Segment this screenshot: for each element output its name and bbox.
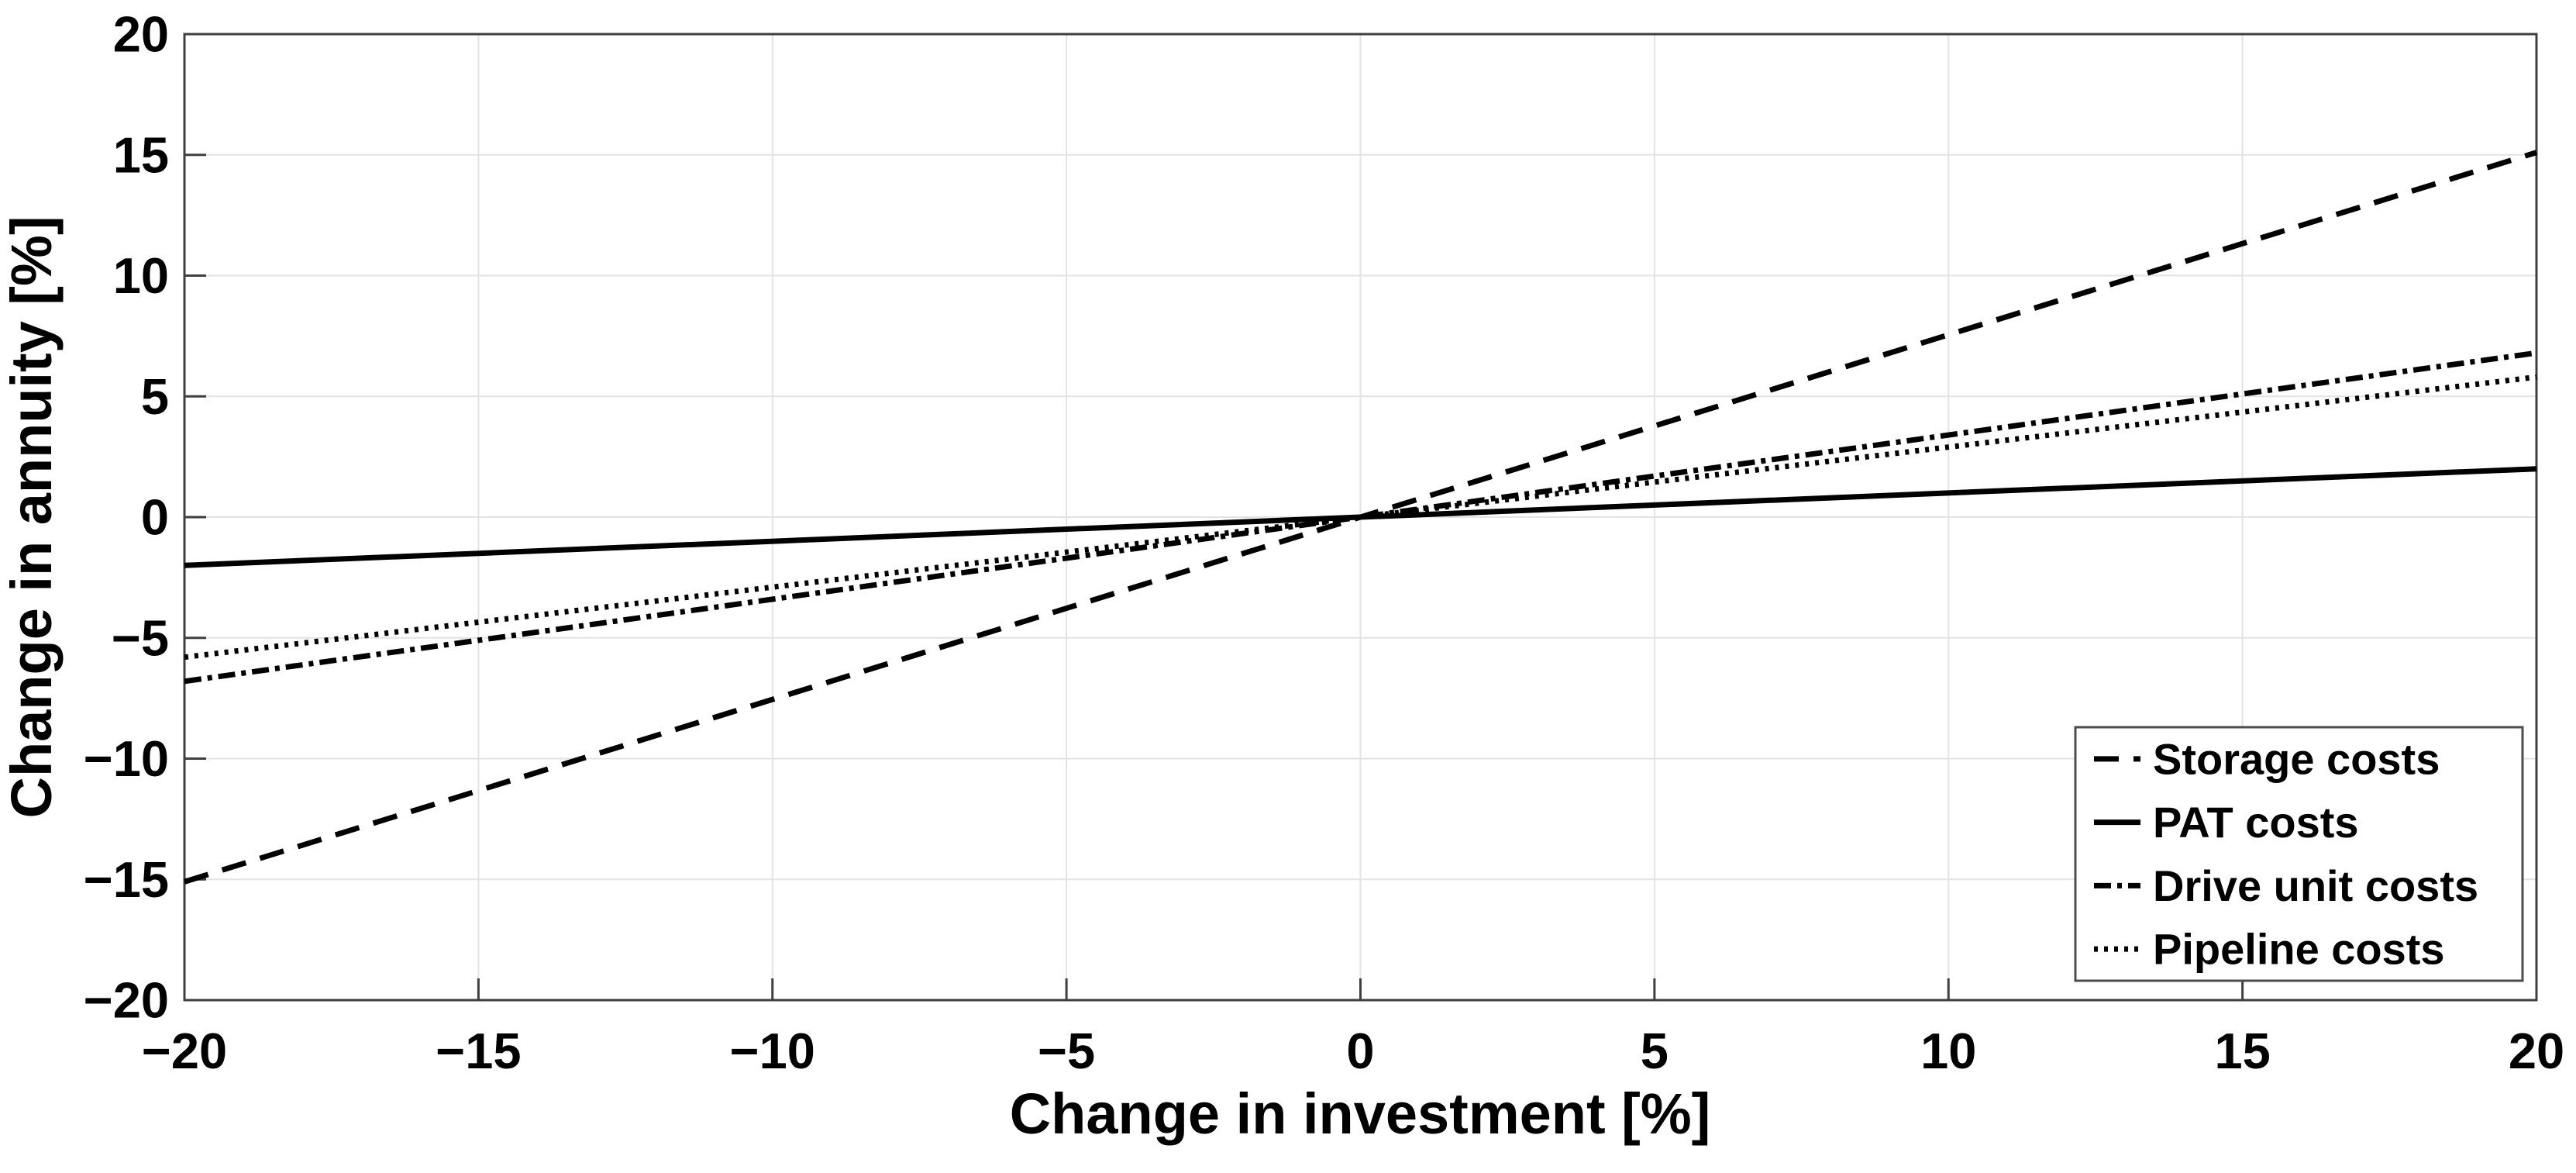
series-line-drive-unit-costs — [184, 350, 2537, 685]
legend-label: PAT costs — [2153, 798, 2359, 847]
series-line-pat-costs — [184, 466, 2537, 568]
x-tick-label: 0 — [1346, 1023, 1374, 1079]
x-tick-label: −5 — [1038, 1023, 1095, 1079]
y-tick-label: 10 — [113, 247, 169, 304]
tick-labels: −20 −15 −10 −5 0 5 10 15 20 −20 −15 −10 −5 0 5 10 15 20 — [84, 6, 2564, 1080]
legend-item: Storage costs — [2094, 734, 2440, 783]
x-axis-title: Change in investment [%] — [1010, 1082, 1711, 1146]
legend-item: PAT costs — [2094, 798, 2359, 847]
x-tick-label: −10 — [730, 1023, 815, 1079]
y-axis-title: Change in annuity [%] — [0, 216, 64, 819]
y-tick-label: −15 — [84, 851, 169, 908]
x-tick-label: 5 — [1641, 1023, 1669, 1079]
legend-label: Storage costs — [2153, 734, 2440, 783]
series-line-pipeline-costs — [184, 374, 2537, 661]
x-tick-label: 10 — [1920, 1023, 1976, 1079]
y-tick-label: −20 — [84, 972, 169, 1029]
legend-label: Drive unit costs — [2153, 861, 2478, 910]
y-tick-label: 20 — [113, 6, 169, 63]
y-tick-label: 15 — [113, 126, 169, 183]
legend: Storage costs PAT costs Drive unit costs Pi… — [2074, 726, 2524, 982]
series-lines — [183, 150, 2538, 885]
legend-item: Pipeline costs — [2094, 925, 2445, 974]
legend-box — [2074, 726, 2524, 982]
legend-item: Drive unit costs — [2094, 861, 2478, 910]
x-tick-label: −15 — [436, 1023, 521, 1079]
legend-label: Pipeline costs — [2153, 925, 2445, 974]
tick-marks — [183, 33, 2538, 1002]
x-tick-label: 20 — [2509, 1023, 2564, 1079]
y-tick-label: 5 — [141, 368, 169, 425]
y-tick-label: 0 — [141, 489, 169, 546]
x-tick-label: 15 — [2214, 1023, 2270, 1079]
x-tick-label: −20 — [142, 1023, 227, 1079]
y-tick-label: −5 — [112, 609, 169, 666]
y-tick-label: −10 — [84, 730, 169, 787]
